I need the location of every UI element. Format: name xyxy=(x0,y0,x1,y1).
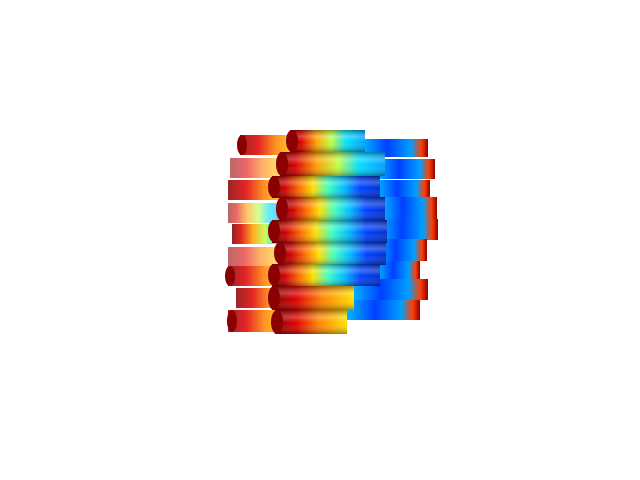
shading xyxy=(272,220,387,243)
right-cylinders xyxy=(345,139,438,320)
shading xyxy=(272,286,354,310)
cylinder xyxy=(228,203,283,223)
cylinder xyxy=(240,135,300,155)
cap xyxy=(237,135,247,155)
cylinder-caps xyxy=(225,130,298,334)
shading xyxy=(280,152,385,176)
cap xyxy=(268,220,280,242)
cylinder xyxy=(380,197,437,219)
cylinder xyxy=(375,239,427,261)
cylinder xyxy=(345,300,420,320)
cap xyxy=(276,197,288,221)
cylinder xyxy=(375,261,420,279)
shading xyxy=(278,242,386,265)
cylinder xyxy=(378,219,438,240)
cap xyxy=(225,266,235,286)
front-cylinders xyxy=(272,130,387,334)
cylinder xyxy=(375,180,430,198)
shading xyxy=(280,197,385,221)
cylinder xyxy=(375,159,435,179)
cap xyxy=(227,310,237,332)
cap xyxy=(268,176,280,198)
cap xyxy=(276,152,288,176)
cylinder xyxy=(228,247,283,267)
shading xyxy=(275,310,347,334)
shading xyxy=(272,264,380,286)
shading xyxy=(290,130,365,152)
cap xyxy=(286,130,298,152)
cap xyxy=(271,310,283,334)
cap xyxy=(268,286,280,310)
cylinder xyxy=(230,158,285,178)
shading xyxy=(272,176,380,198)
cap xyxy=(274,242,286,264)
cap xyxy=(268,264,280,286)
